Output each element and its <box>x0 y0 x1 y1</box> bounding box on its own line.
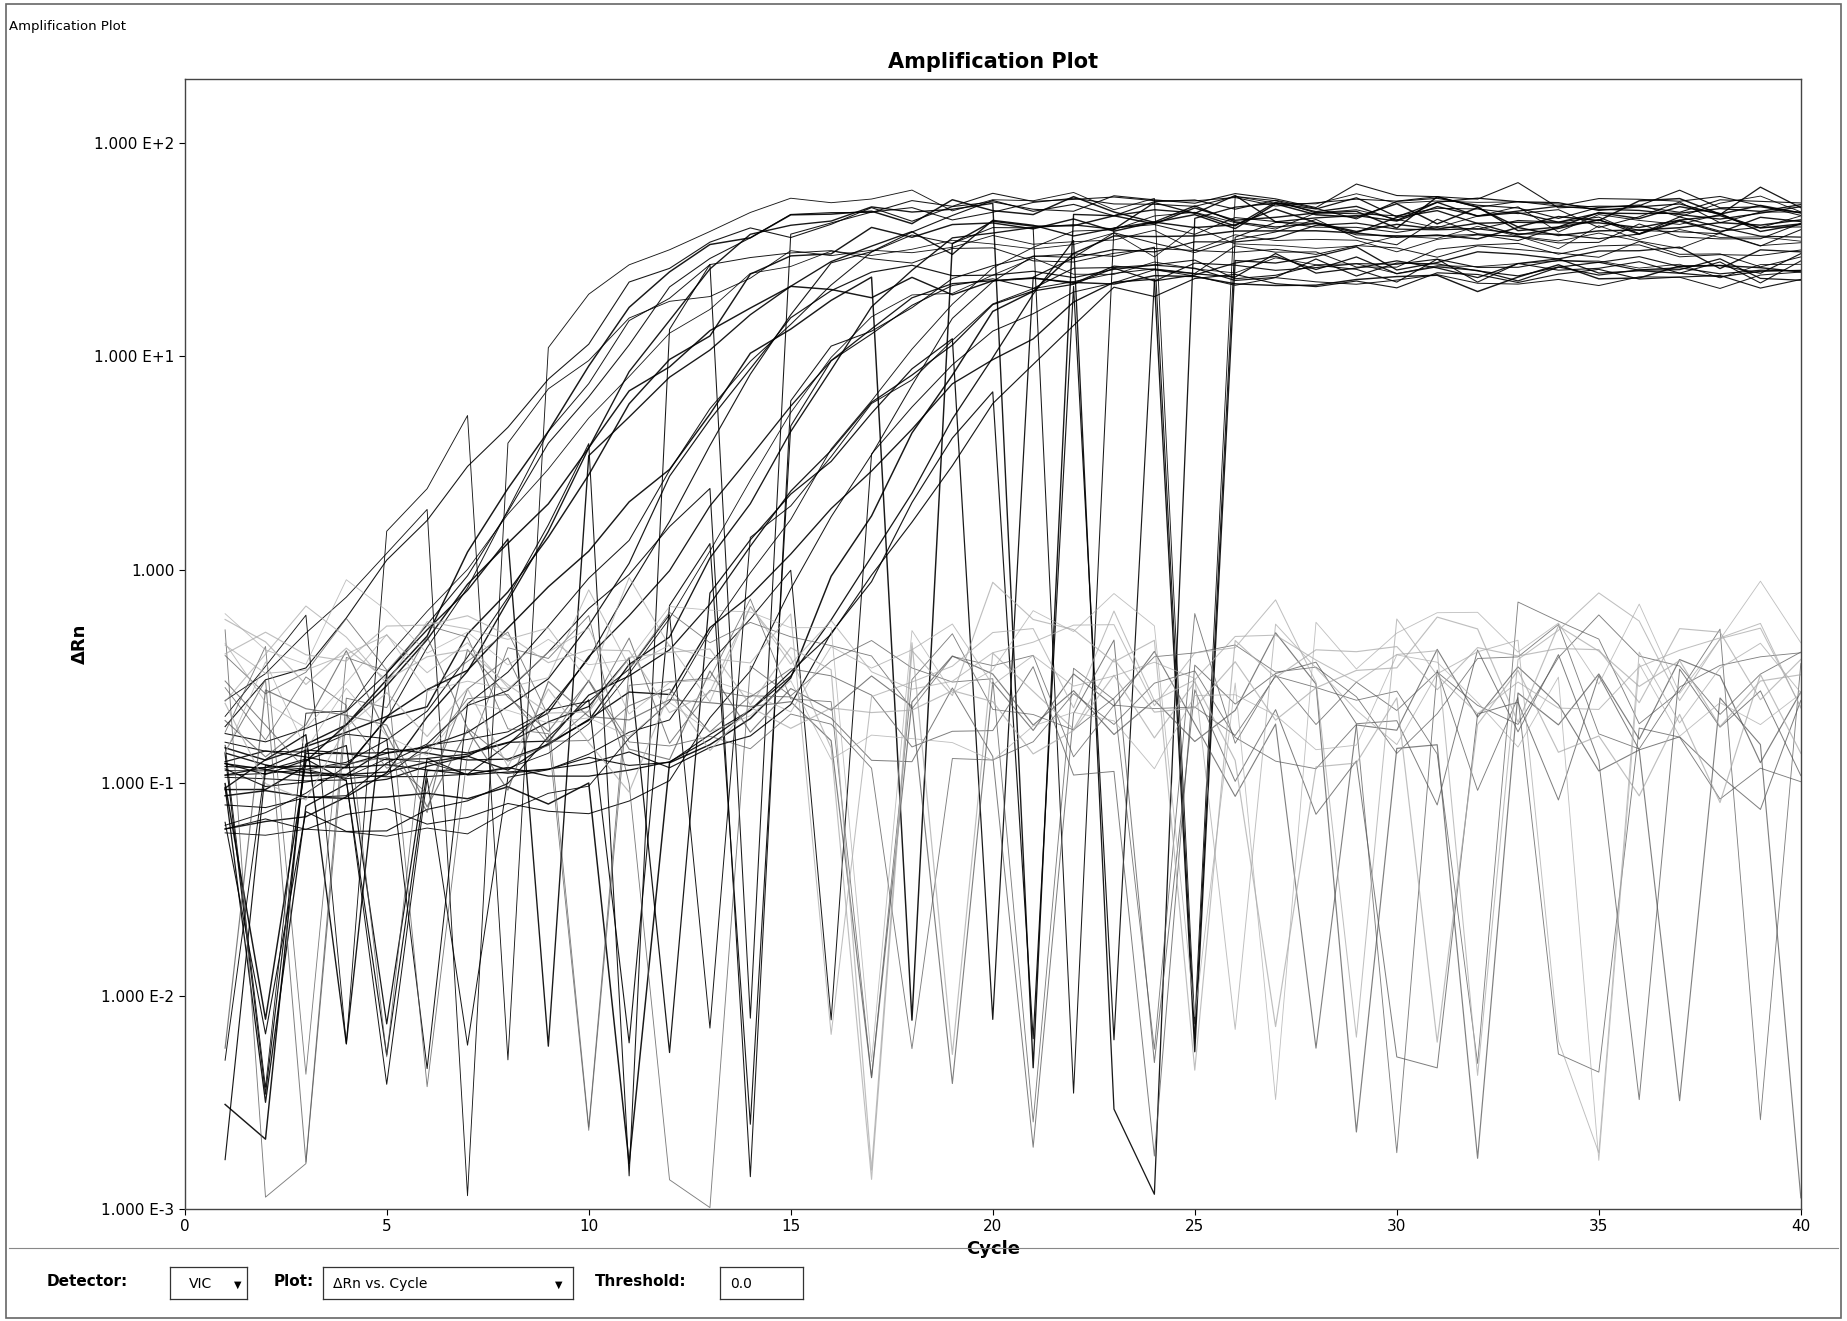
Text: VIC: VIC <box>190 1277 212 1291</box>
Text: 0.0: 0.0 <box>730 1277 752 1291</box>
Text: ΔRn vs. Cycle: ΔRn vs. Cycle <box>332 1277 427 1291</box>
Text: ▼: ▼ <box>556 1279 563 1289</box>
Title: Amplification Plot: Amplification Plot <box>888 52 1097 73</box>
Text: Threshold:: Threshold: <box>595 1273 687 1289</box>
Text: Amplification Plot: Amplification Plot <box>9 20 126 33</box>
Y-axis label: ΔRn: ΔRn <box>70 624 89 664</box>
X-axis label: Cycle: Cycle <box>966 1239 1020 1258</box>
Text: Plot:: Plot: <box>273 1273 314 1289</box>
Text: ▼: ▼ <box>233 1279 242 1289</box>
Text: Detector:: Detector: <box>46 1273 127 1289</box>
